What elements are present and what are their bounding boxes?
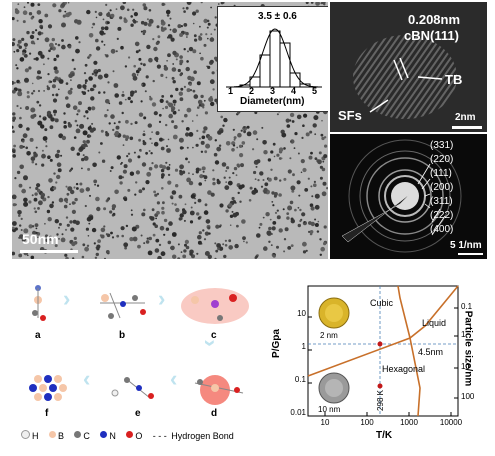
size-annotation: 4.5nm <box>418 347 444 357</box>
phase-diagram-plot <box>307 285 459 417</box>
phase-ytick: 1 <box>301 342 306 351</box>
saed-ring-label: (331) <box>430 140 454 151</box>
temperature-annotation: 298 K <box>375 390 385 411</box>
arrow-b-to-c-icon: › <box>158 286 166 311</box>
phase-ytick: 0.01 <box>290 408 306 417</box>
twin-boundary-label: TB <box>445 72 463 87</box>
d-spacing-label: 0.208nm <box>408 12 461 27</box>
molecule-c <box>181 288 249 324</box>
step-b-label: b <box>119 330 126 341</box>
size-histogram-inset: 3.5 ± 0.6 1 2 3 4 5 Diameter(nm) <box>217 6 328 112</box>
phase-ytick-right: 100 <box>461 392 475 401</box>
legend-o: O <box>135 431 143 441</box>
saed-scale-bar <box>458 253 483 255</box>
phase-ytick-right: 10 <box>461 362 470 371</box>
phase-xtick: 10000 <box>439 418 463 427</box>
tem-scale-label: 50nm <box>22 231 59 247</box>
phase-ytick-right: 1 <box>461 330 466 339</box>
nanoparticle-texture <box>12 2 328 259</box>
phase-xtick: 10 <box>320 418 330 427</box>
tem-scale-bar <box>20 250 78 253</box>
histogram-xtick: 5 <box>312 86 318 96</box>
saed-ring-label: (222) <box>430 210 454 221</box>
hbond-dash-icon: - - - <box>152 431 167 441</box>
mechanism-scheme: › › › ‹ ‹ a b c d e f H B C N O - - - Hy… <box>15 278 270 443</box>
hrtem-scale-bar <box>452 126 482 129</box>
molecule-e <box>111 377 154 399</box>
atom-legend: H B C N O - - - Hydrogen Bond <box>15 426 234 444</box>
histogram-xtick: 2 <box>249 86 255 96</box>
molecule-f <box>29 375 67 401</box>
legend-hbond: Hydrogen Bond <box>171 431 234 441</box>
region-hexagonal-label: Hexagonal <box>382 364 426 374</box>
phase-xlabel: T/K <box>376 430 393 441</box>
saed-ring-label: (400) <box>430 224 454 235</box>
inset-top-scale: 2 nm <box>320 331 338 340</box>
stacking-faults-label: SFs <box>338 108 362 123</box>
step-c-label: c <box>211 330 217 341</box>
arrow-e-to-f-icon: ‹ <box>83 366 91 391</box>
molecule-b <box>100 292 146 319</box>
saed-ring-label: (311) <box>430 196 453 207</box>
legend-n: N <box>109 431 116 441</box>
step-d-label: d <box>211 408 218 419</box>
saed-pattern-panel: (331) (220) (111) (200) (311) (222) (400) 5 1/… <box>330 134 487 259</box>
step-e-label: e <box>135 408 141 419</box>
phase-ytick: 0.1 <box>294 375 306 384</box>
arrow-a-to-b-icon: › <box>63 286 71 311</box>
step-a-label: a <box>35 330 41 341</box>
hrtem-scale-label: 2nm <box>455 112 476 123</box>
saed-ring-label: (111) <box>430 168 452 179</box>
phase-diagram: P/Gpa T/K Particle size/nm 0.01 0.1 1 10 10… <box>270 268 495 451</box>
legend-c: C <box>83 431 90 441</box>
region-cubic-label: Cubic <box>370 298 394 308</box>
histogram-mean-label: 3.5 ± 0.6 <box>258 11 297 22</box>
legend-b: B <box>57 431 64 441</box>
saed-ring-label: (220) <box>430 154 454 165</box>
histogram-xlabel: Diameter(nm) <box>240 96 305 107</box>
phase-xtick: 1000 <box>400 418 418 427</box>
legend-h: H <box>32 431 39 441</box>
histogram-xtick: 4 <box>291 86 297 96</box>
phase-ytick: 10 <box>297 309 306 318</box>
phase-ylabel-right: Particle size/nm <box>462 310 474 387</box>
step-f-label: f <box>45 408 49 419</box>
crystal-plane-label: cBN(111) <box>404 28 459 43</box>
phase-xtick: 100 <box>360 418 374 427</box>
lattice-fringes <box>330 2 487 132</box>
hrtem-image-panel: 0.208nm cBN(111) TB SFs 2nm <box>330 2 487 132</box>
saed-ring-label: (200) <box>430 182 454 193</box>
diffraction-rings <box>341 139 462 253</box>
arrow-d-to-e-icon: ‹ <box>170 366 178 391</box>
histogram-xtick: 1 <box>228 86 234 96</box>
tem-image-panel: 50nm 3.5 ± 0.6 1 2 3 4 5 Diameter(nm) <box>12 2 328 259</box>
histogram-plot <box>226 28 322 88</box>
saed-scale-label: 5 1/nm <box>450 240 482 251</box>
inset-bottom-scale: 10 nm <box>318 405 341 414</box>
molecule-a <box>32 285 46 321</box>
histogram-xtick: 3 <box>270 86 276 96</box>
molecule-d <box>194 375 244 405</box>
molecule-graphics <box>29 285 249 405</box>
region-liquid-label: Liquid <box>422 318 447 328</box>
phase-ytick-right: 0.1 <box>461 302 473 311</box>
